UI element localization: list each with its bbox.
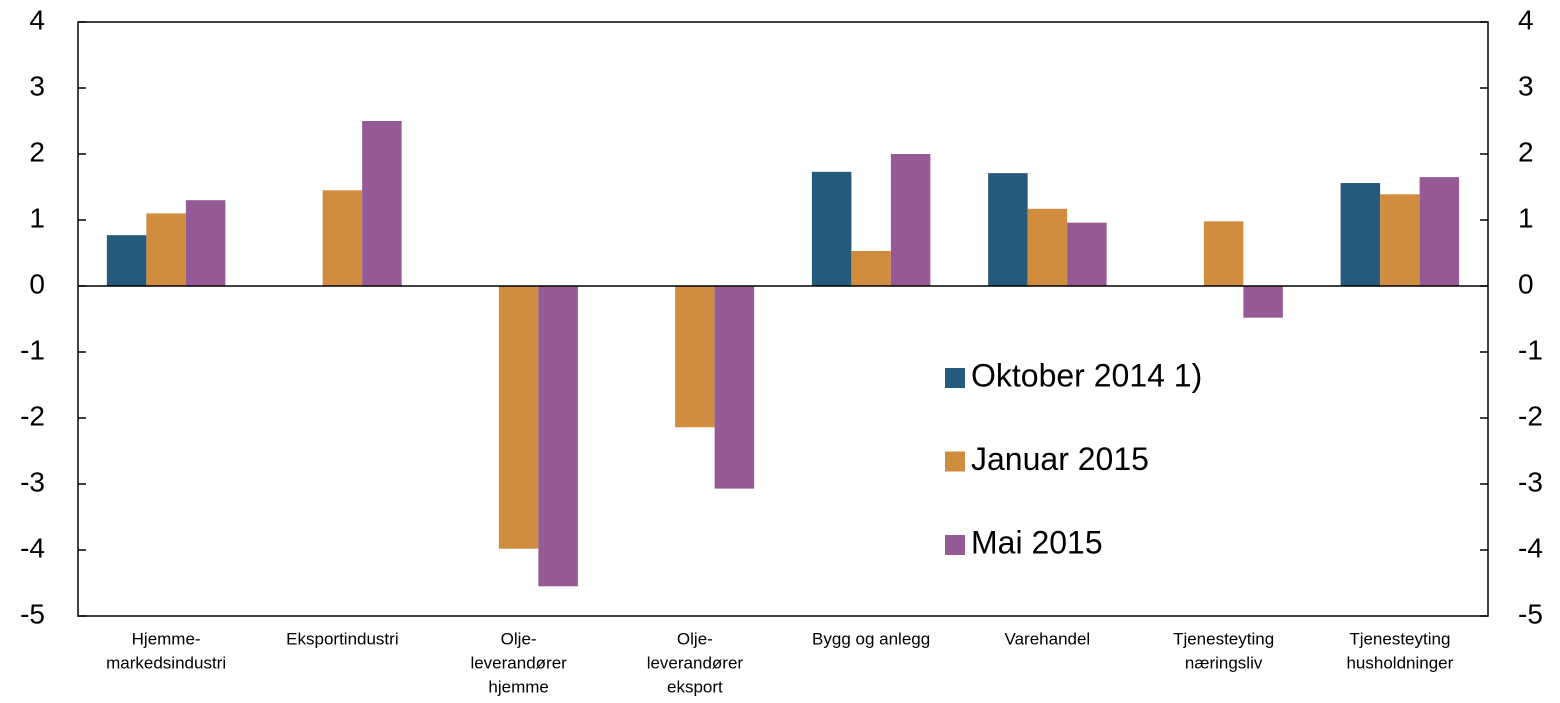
- y2-tick-label: 4: [1518, 4, 1534, 35]
- x-tick-label: Bygg og anlegg: [812, 629, 930, 648]
- bar: [498, 286, 539, 549]
- x-tick-label: Tjenesteyting: [1173, 629, 1274, 648]
- y-tick-label: -1: [20, 334, 45, 365]
- bar: [890, 154, 931, 286]
- bar: [146, 213, 186, 286]
- legend-swatch: [945, 451, 965, 472]
- y2-tick-label: -2: [1518, 400, 1543, 431]
- legend-swatch: [945, 368, 965, 388]
- y-tick-label: -5: [20, 598, 45, 629]
- x-tick-label: Olje-: [677, 629, 713, 648]
- plot-frame: [77, 21, 1489, 617]
- y-tick-label: 0: [29, 268, 45, 299]
- x-tick-label: markedsindustri: [106, 653, 226, 672]
- y2-tick-label: -5: [1518, 598, 1543, 629]
- bar: [1419, 177, 1460, 286]
- bar: [714, 286, 755, 489]
- legend-label: Oktober 2014 1): [971, 357, 1202, 393]
- bar: [362, 121, 402, 286]
- x-tick-label: Varehandel: [1005, 629, 1091, 648]
- y2-tick-label: -1: [1518, 334, 1543, 365]
- bar: [106, 235, 147, 286]
- y2-tick-label: 3: [1518, 70, 1534, 101]
- x-tick-label: eksport: [667, 677, 723, 696]
- bar: [851, 251, 891, 286]
- bar: [675, 286, 715, 428]
- x-tick-label: Eksportindustri: [286, 629, 398, 648]
- x-tick-label: næringsliv: [1185, 653, 1263, 672]
- legend-label: Mai 2015: [971, 524, 1103, 560]
- x-tick-label: Tjenesteyting: [1349, 629, 1450, 648]
- y2-tick-label: -3: [1518, 466, 1543, 497]
- x-tick-label: Hjemme-: [132, 629, 201, 648]
- x-tick-label: Olje-: [501, 629, 537, 648]
- y2-tick-label: 1: [1518, 202, 1534, 233]
- y2-tick-label: -4: [1518, 532, 1543, 563]
- y-tick-label: -4: [20, 532, 45, 563]
- x-tick-label: leverandører: [647, 653, 744, 672]
- bar: [185, 200, 226, 286]
- y2-tick-label: 2: [1518, 136, 1534, 167]
- y-tick-label: 1: [29, 202, 45, 233]
- legend-swatch: [945, 535, 965, 555]
- bar: [1203, 221, 1244, 286]
- y-tick-label: -3: [20, 466, 45, 497]
- y-tick-label: 3: [29, 70, 45, 101]
- bar: [988, 173, 1028, 286]
- y-tick-label: 2: [29, 136, 45, 167]
- x-tick-label: leverandører: [470, 653, 567, 672]
- bar: [322, 190, 363, 286]
- x-tick-label: hjemme: [488, 677, 548, 696]
- bar: [1243, 286, 1283, 318]
- bar: [1067, 222, 1107, 286]
- bar: [1340, 183, 1381, 286]
- y2-tick-label: 0: [1518, 268, 1534, 299]
- bar: [811, 171, 852, 286]
- legend-label: Januar 2015: [971, 441, 1149, 477]
- x-tick-label: husholdninger: [1346, 653, 1453, 672]
- bar: [1380, 194, 1420, 286]
- y-tick-label: -2: [20, 400, 45, 431]
- y-tick-label: 4: [29, 4, 45, 35]
- bar: [538, 286, 578, 587]
- bar: [1027, 208, 1068, 286]
